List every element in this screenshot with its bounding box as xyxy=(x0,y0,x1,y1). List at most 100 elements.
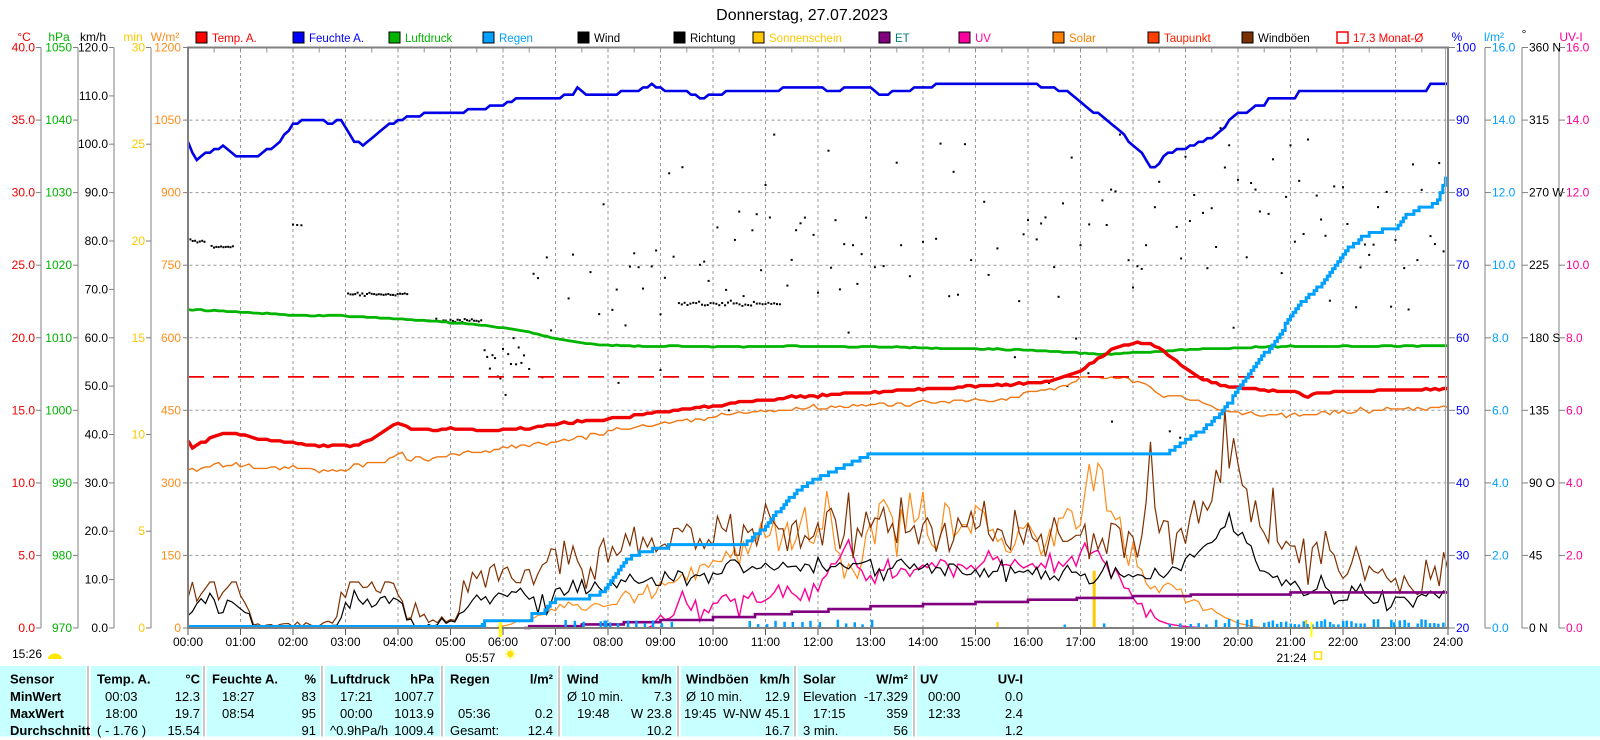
svg-text:12.3: 12.3 xyxy=(175,689,200,704)
svg-text:l/m²: l/m² xyxy=(530,672,554,687)
svg-text:Ø 10 min.: Ø 10 min. xyxy=(567,689,623,704)
svg-text:1050: 1050 xyxy=(154,113,181,127)
svg-text:5.0: 5.0 xyxy=(18,548,35,562)
svg-text:83: 83 xyxy=(302,689,316,704)
svg-text:19.7: 19.7 xyxy=(175,706,200,721)
svg-text:4.0: 4.0 xyxy=(1492,476,1509,490)
svg-text:1040: 1040 xyxy=(45,113,72,127)
svg-text:08:54: 08:54 xyxy=(222,706,255,721)
svg-text:W/m²: W/m² xyxy=(151,30,180,44)
svg-text:°C: °C xyxy=(17,30,31,44)
svg-text:60: 60 xyxy=(1456,331,1470,345)
svg-text:Windböen: Windböen xyxy=(686,672,749,687)
svg-text:25.0: 25.0 xyxy=(12,258,36,272)
svg-text:°: ° xyxy=(1522,27,1527,41)
svg-text:18:00: 18:00 xyxy=(105,706,138,721)
svg-text:W 23.8: W 23.8 xyxy=(631,706,672,721)
svg-text:Regen: Regen xyxy=(499,33,533,45)
svg-text:1050: 1050 xyxy=(45,41,72,55)
svg-text:40.0: 40.0 xyxy=(12,41,36,55)
svg-text:6.0: 6.0 xyxy=(1492,403,1509,417)
svg-text:05:36: 05:36 xyxy=(458,706,491,721)
svg-text:95: 95 xyxy=(302,706,316,721)
svg-text:600: 600 xyxy=(161,331,181,345)
svg-text:270 W: 270 W xyxy=(1529,186,1564,200)
svg-text:18:27: 18:27 xyxy=(222,689,255,704)
svg-text:21:24: 21:24 xyxy=(1276,651,1306,665)
svg-text:70.0: 70.0 xyxy=(85,282,109,296)
svg-text:Solar: Solar xyxy=(1069,33,1096,45)
svg-text:1030: 1030 xyxy=(45,186,72,200)
svg-text:17:15: 17:15 xyxy=(813,706,846,721)
svg-text:Temp. A.: Temp. A. xyxy=(97,672,150,687)
svg-text:17:21: 17:21 xyxy=(340,689,373,704)
svg-text:8.0: 8.0 xyxy=(1566,331,1583,345)
svg-text:1010: 1010 xyxy=(45,331,72,345)
svg-text:20:00: 20:00 xyxy=(1223,635,1253,649)
svg-text:km/h: km/h xyxy=(760,672,790,687)
svg-text:MaxWert: MaxWert xyxy=(10,706,65,721)
svg-text:W-NW 45.1: W-NW 45.1 xyxy=(723,706,790,721)
svg-text:225: 225 xyxy=(1529,258,1549,272)
svg-text:0: 0 xyxy=(138,621,145,635)
svg-text:22:00: 22:00 xyxy=(1328,635,1358,649)
svg-text:1.2: 1.2 xyxy=(1005,723,1023,738)
svg-text:10.2: 10.2 xyxy=(647,723,672,738)
svg-text:70: 70 xyxy=(1456,258,1470,272)
svg-text:09:00: 09:00 xyxy=(645,635,675,649)
svg-text:15.54: 15.54 xyxy=(167,723,200,738)
svg-text:5: 5 xyxy=(138,524,145,538)
svg-text:30: 30 xyxy=(1456,548,1470,562)
svg-text:970: 970 xyxy=(52,621,72,635)
svg-text:^0.9hPa/h: ^0.9hPa/h xyxy=(330,723,388,738)
svg-text:21:00: 21:00 xyxy=(1275,635,1305,649)
svg-text:16.7: 16.7 xyxy=(765,723,790,738)
svg-text:1013.9: 1013.9 xyxy=(394,706,434,721)
svg-text:20: 20 xyxy=(132,234,146,248)
svg-text:1200: 1200 xyxy=(154,41,181,55)
svg-text:15: 15 xyxy=(132,331,146,345)
svg-text:03:00: 03:00 xyxy=(330,635,360,649)
svg-text:14:00: 14:00 xyxy=(908,635,938,649)
svg-text:-17.329: -17.329 xyxy=(864,689,908,704)
svg-text:16:00: 16:00 xyxy=(1013,635,1043,649)
svg-text:10.0: 10.0 xyxy=(85,573,109,587)
svg-text:0 N: 0 N xyxy=(1529,621,1548,635)
svg-text:MinWert: MinWert xyxy=(10,689,62,704)
svg-text:91: 91 xyxy=(302,723,316,738)
svg-text:Feuchte A.: Feuchte A. xyxy=(212,672,278,687)
svg-text:ET: ET xyxy=(895,33,910,45)
svg-text:990: 990 xyxy=(52,476,72,490)
svg-text:UV: UV xyxy=(920,672,938,687)
svg-text:23:00: 23:00 xyxy=(1380,635,1410,649)
svg-text:360 N: 360 N xyxy=(1529,41,1561,55)
svg-text:Solar: Solar xyxy=(803,672,836,687)
svg-text:15:00: 15:00 xyxy=(960,635,990,649)
svg-text:04:00: 04:00 xyxy=(383,635,413,649)
svg-text:Temp. A.: Temp. A. xyxy=(212,33,257,45)
svg-text:45: 45 xyxy=(1529,548,1543,562)
svg-text:10:00: 10:00 xyxy=(698,635,728,649)
svg-text:35.0: 35.0 xyxy=(12,113,36,127)
svg-text:min: min xyxy=(123,30,142,44)
svg-text:05:00: 05:00 xyxy=(435,635,465,649)
svg-text:300: 300 xyxy=(161,476,181,490)
svg-text:56: 56 xyxy=(894,723,908,738)
svg-text:%: % xyxy=(304,672,316,687)
svg-text:Feuchte A.: Feuchte A. xyxy=(309,33,364,45)
svg-text:18:00: 18:00 xyxy=(1118,635,1148,649)
svg-text:km/h: km/h xyxy=(80,30,106,44)
svg-text:08:00: 08:00 xyxy=(593,635,623,649)
svg-text:Elevation: Elevation xyxy=(803,689,856,704)
svg-text:750: 750 xyxy=(161,258,181,272)
svg-text:0.0: 0.0 xyxy=(1566,621,1583,635)
svg-text:1000: 1000 xyxy=(45,403,72,417)
svg-text:12:33: 12:33 xyxy=(928,706,961,721)
svg-text:20.0: 20.0 xyxy=(12,331,36,345)
svg-text:19:48: 19:48 xyxy=(577,706,610,721)
svg-text:00:03: 00:03 xyxy=(105,689,138,704)
svg-text:2.0: 2.0 xyxy=(1566,548,1583,562)
svg-text:30.0: 30.0 xyxy=(85,476,109,490)
svg-text:01:00: 01:00 xyxy=(225,635,255,649)
svg-text:6.0: 6.0 xyxy=(1566,403,1583,417)
